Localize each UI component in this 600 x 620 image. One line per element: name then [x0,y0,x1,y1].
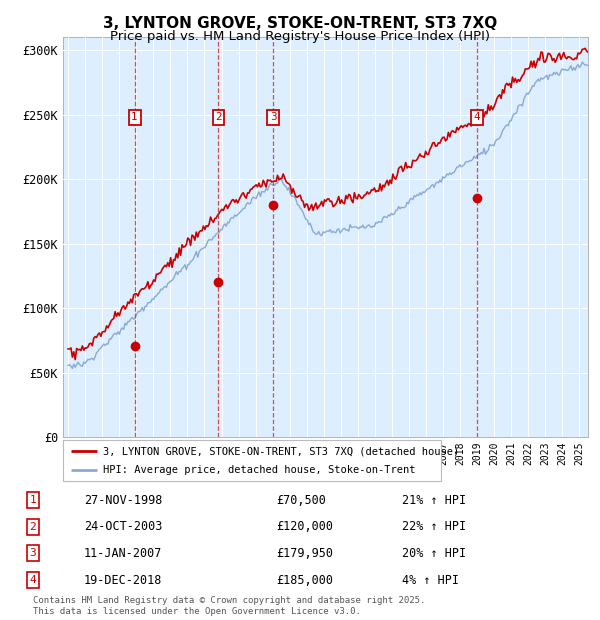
Text: Contains HM Land Registry data © Crown copyright and database right 2025.
This d: Contains HM Land Registry data © Crown c… [33,596,425,616]
Text: 4% ↑ HPI: 4% ↑ HPI [402,574,459,587]
Text: 3, LYNTON GROVE, STOKE-ON-TRENT, ST3 7XQ (detached house): 3, LYNTON GROVE, STOKE-ON-TRENT, ST3 7XQ… [103,446,459,456]
Text: 24-OCT-2003: 24-OCT-2003 [84,520,163,533]
Text: £70,500: £70,500 [276,494,326,507]
Text: 3: 3 [270,112,277,122]
Text: 20% ↑ HPI: 20% ↑ HPI [402,547,466,560]
Text: 27-NOV-1998: 27-NOV-1998 [84,494,163,507]
Text: 19-DEC-2018: 19-DEC-2018 [84,574,163,587]
Text: 1: 1 [29,495,37,505]
Text: 2: 2 [29,521,37,532]
Text: 11-JAN-2007: 11-JAN-2007 [84,547,163,560]
Text: 3, LYNTON GROVE, STOKE-ON-TRENT, ST3 7XQ: 3, LYNTON GROVE, STOKE-ON-TRENT, ST3 7XQ [103,16,497,31]
Text: 3: 3 [29,548,37,559]
Text: HPI: Average price, detached house, Stoke-on-Trent: HPI: Average price, detached house, Stok… [103,464,415,475]
Text: £120,000: £120,000 [276,520,333,533]
Text: 22% ↑ HPI: 22% ↑ HPI [402,520,466,533]
Text: 4: 4 [29,575,37,585]
Text: £179,950: £179,950 [276,547,333,560]
Text: 4: 4 [473,112,480,122]
Text: 2: 2 [215,112,222,122]
Text: Price paid vs. HM Land Registry's House Price Index (HPI): Price paid vs. HM Land Registry's House … [110,30,490,43]
Text: £185,000: £185,000 [276,574,333,587]
Text: 1: 1 [131,112,138,122]
Text: 21% ↑ HPI: 21% ↑ HPI [402,494,466,507]
